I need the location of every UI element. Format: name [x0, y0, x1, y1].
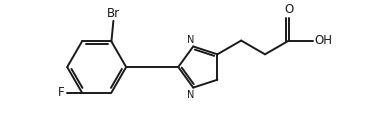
Text: N: N: [186, 35, 194, 44]
Text: O: O: [284, 3, 293, 16]
Text: Br: Br: [107, 7, 120, 20]
Text: OH: OH: [315, 34, 332, 47]
Text: F: F: [58, 86, 64, 99]
Text: N: N: [186, 90, 194, 100]
